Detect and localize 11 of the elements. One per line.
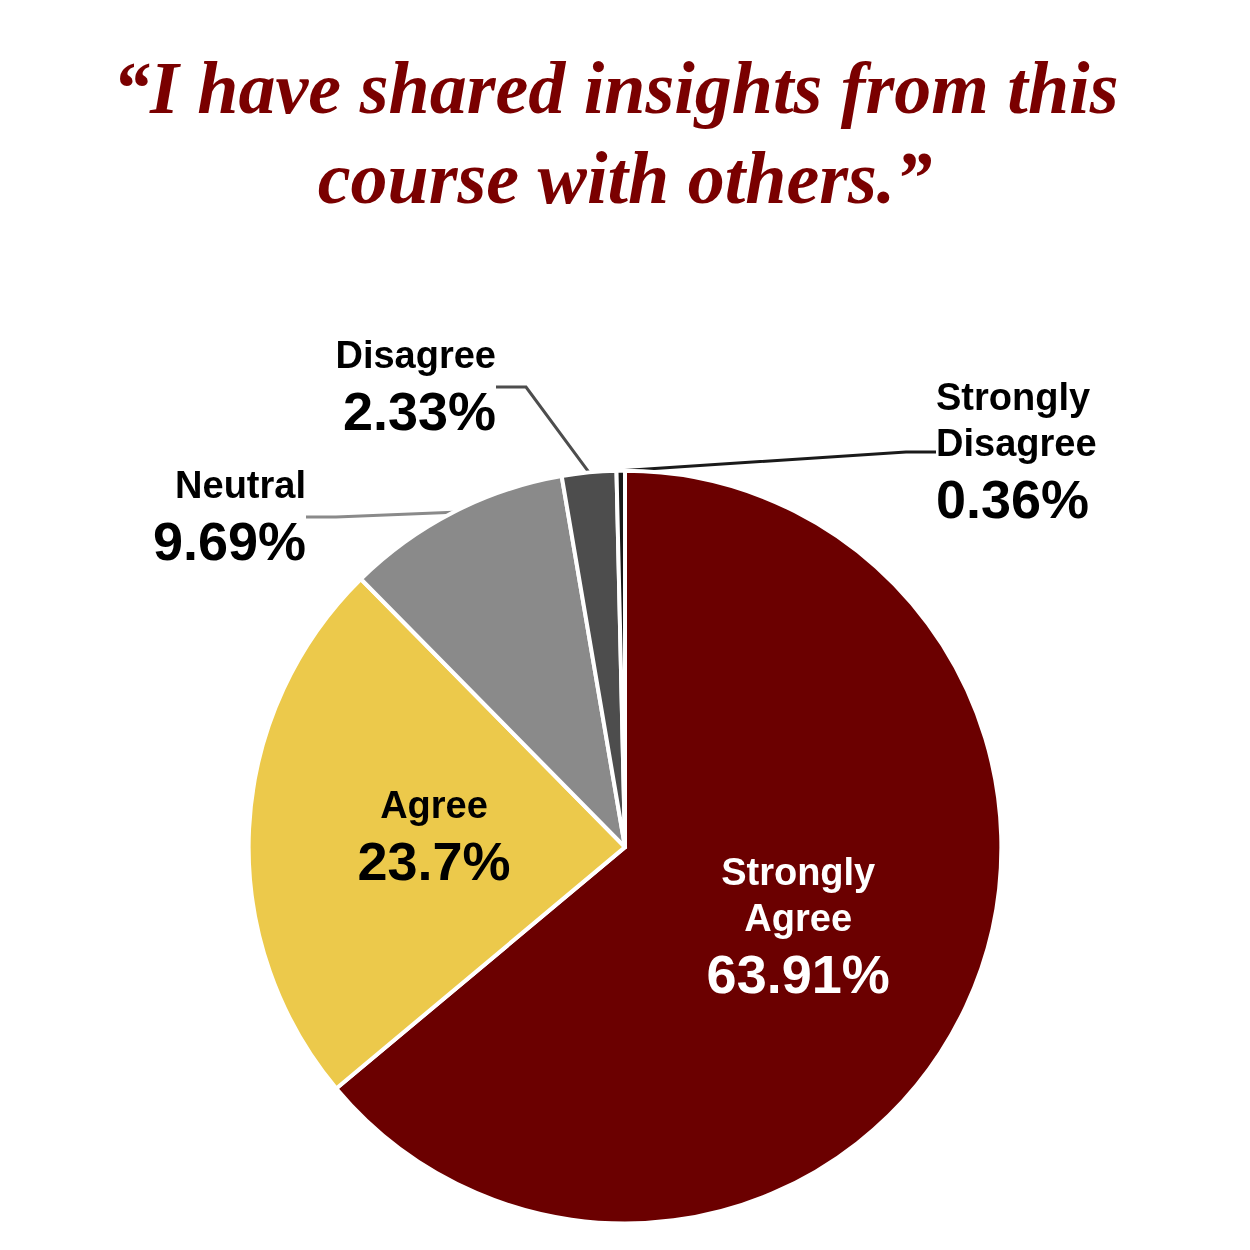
slice-label: Strongly Agree [721,851,876,940]
data-label: 23.7% [357,830,511,891]
slice-label: Neutral [175,464,306,506]
slice-label: Strongly Disagree [936,376,1097,464]
data-label: 9.69% [152,511,306,571]
chart-title: “I have shared insights from this course with others.” [113,47,1137,219]
data-label: 0.36% [936,469,1090,529]
slice-label: Disagree [335,334,496,376]
data-label: 2.33% [342,381,496,441]
slice-label: Agree [380,783,488,826]
data-label: 63.91% [706,944,890,1005]
